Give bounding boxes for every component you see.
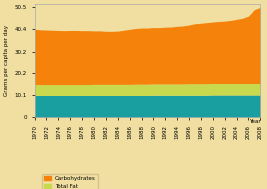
Legend: Carbohydrates, Total Fat, Protein: Carbohydrates, Total Fat, Protein	[42, 174, 98, 189]
Y-axis label: Grams per capita per day: Grams per capita per day	[4, 25, 9, 96]
Text: Year: Year	[249, 119, 260, 124]
